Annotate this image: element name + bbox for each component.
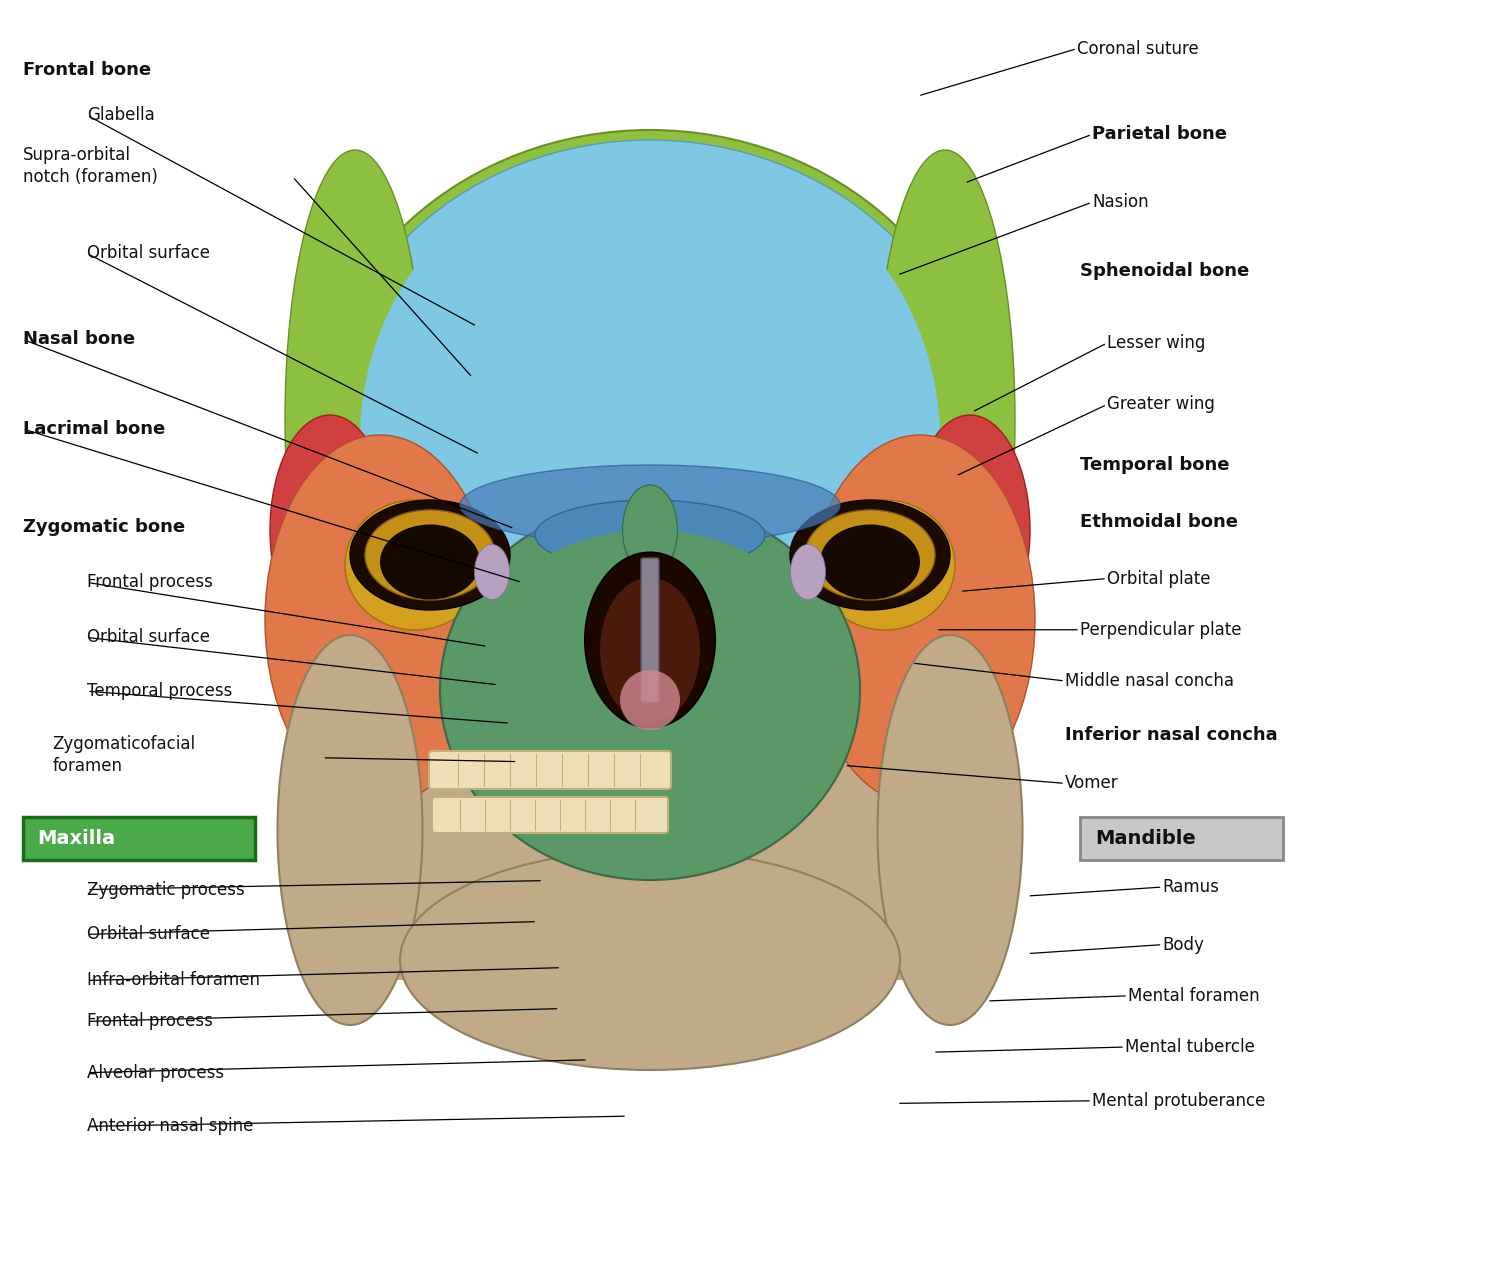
Text: Mental foramen: Mental foramen: [1128, 987, 1260, 1005]
Text: Orbital surface: Orbital surface: [87, 628, 210, 646]
FancyBboxPatch shape: [1080, 817, 1282, 860]
Ellipse shape: [454, 530, 844, 870]
Ellipse shape: [460, 465, 840, 545]
Text: Temporal process: Temporal process: [87, 682, 232, 700]
Text: Anterior nasal spine: Anterior nasal spine: [87, 1117, 254, 1135]
Text: Temporal bone: Temporal bone: [1080, 456, 1230, 474]
Text: Greater wing: Greater wing: [1107, 396, 1215, 413]
Ellipse shape: [815, 500, 956, 630]
Ellipse shape: [278, 635, 423, 1025]
Ellipse shape: [266, 435, 495, 805]
Text: Vomer: Vomer: [1065, 774, 1119, 792]
Ellipse shape: [440, 500, 860, 881]
Ellipse shape: [806, 509, 934, 600]
Ellipse shape: [400, 850, 900, 1070]
Text: Nasal bone: Nasal bone: [22, 330, 135, 348]
Text: Coronal suture: Coronal suture: [1077, 40, 1198, 58]
Text: Infra-orbital foramen: Infra-orbital foramen: [87, 972, 260, 989]
Ellipse shape: [364, 509, 495, 600]
Text: Mental tubercle: Mental tubercle: [1125, 1038, 1256, 1056]
Text: Orbital plate: Orbital plate: [1107, 570, 1210, 588]
Ellipse shape: [585, 553, 716, 727]
FancyBboxPatch shape: [429, 751, 670, 788]
Ellipse shape: [285, 150, 424, 690]
Ellipse shape: [622, 485, 678, 575]
Ellipse shape: [874, 150, 1016, 690]
Text: Frontal bone: Frontal bone: [22, 61, 150, 79]
Text: Supra-orbital
notch (foramen): Supra-orbital notch (foramen): [22, 146, 158, 187]
Text: Lesser wing: Lesser wing: [1107, 334, 1206, 352]
Ellipse shape: [620, 669, 680, 730]
Text: Maxilla: Maxilla: [38, 829, 116, 847]
Text: Orbital surface: Orbital surface: [87, 244, 210, 262]
FancyBboxPatch shape: [22, 817, 255, 860]
Ellipse shape: [910, 415, 1030, 645]
Ellipse shape: [600, 577, 700, 722]
Ellipse shape: [310, 131, 990, 750]
Ellipse shape: [536, 500, 765, 570]
Text: Body: Body: [1162, 936, 1204, 954]
Text: Mental protuberance: Mental protuberance: [1092, 1092, 1266, 1110]
Ellipse shape: [380, 525, 480, 599]
Text: Alveolar process: Alveolar process: [87, 1064, 224, 1082]
Ellipse shape: [345, 500, 484, 630]
Text: Ramus: Ramus: [1162, 878, 1220, 896]
Ellipse shape: [806, 435, 1035, 805]
Text: Sphenoidal bone: Sphenoidal bone: [1080, 262, 1250, 280]
Ellipse shape: [350, 500, 510, 611]
Text: Zygomatic process: Zygomatic process: [87, 881, 245, 899]
Ellipse shape: [790, 544, 825, 599]
Ellipse shape: [480, 280, 760, 480]
Text: Zygomaticofacial
foramen: Zygomaticofacial foramen: [53, 735, 195, 776]
Ellipse shape: [270, 415, 390, 645]
Text: Frontal process: Frontal process: [87, 573, 213, 591]
FancyBboxPatch shape: [432, 797, 668, 833]
Text: Perpendicular plate: Perpendicular plate: [1080, 621, 1242, 639]
Text: Nasion: Nasion: [1092, 193, 1149, 211]
Text: Zygomatic bone: Zygomatic bone: [22, 518, 184, 536]
FancyBboxPatch shape: [350, 760, 950, 980]
FancyBboxPatch shape: [640, 558, 658, 701]
Text: Inferior nasal concha: Inferior nasal concha: [1065, 726, 1278, 744]
Text: Frontal process: Frontal process: [87, 1012, 213, 1030]
Ellipse shape: [360, 145, 940, 735]
Text: Orbital surface: Orbital surface: [87, 925, 210, 943]
Text: Parietal bone: Parietal bone: [1092, 125, 1227, 143]
Text: Glabella: Glabella: [87, 106, 154, 124]
Ellipse shape: [790, 500, 950, 611]
Ellipse shape: [474, 544, 510, 599]
Ellipse shape: [320, 140, 980, 740]
Ellipse shape: [821, 525, 920, 599]
Ellipse shape: [878, 635, 1023, 1025]
Text: Ethmoidal bone: Ethmoidal bone: [1080, 513, 1238, 531]
Text: Lacrimal bone: Lacrimal bone: [22, 420, 165, 438]
Text: Mandible: Mandible: [1095, 829, 1196, 847]
Text: Middle nasal concha: Middle nasal concha: [1065, 672, 1234, 690]
